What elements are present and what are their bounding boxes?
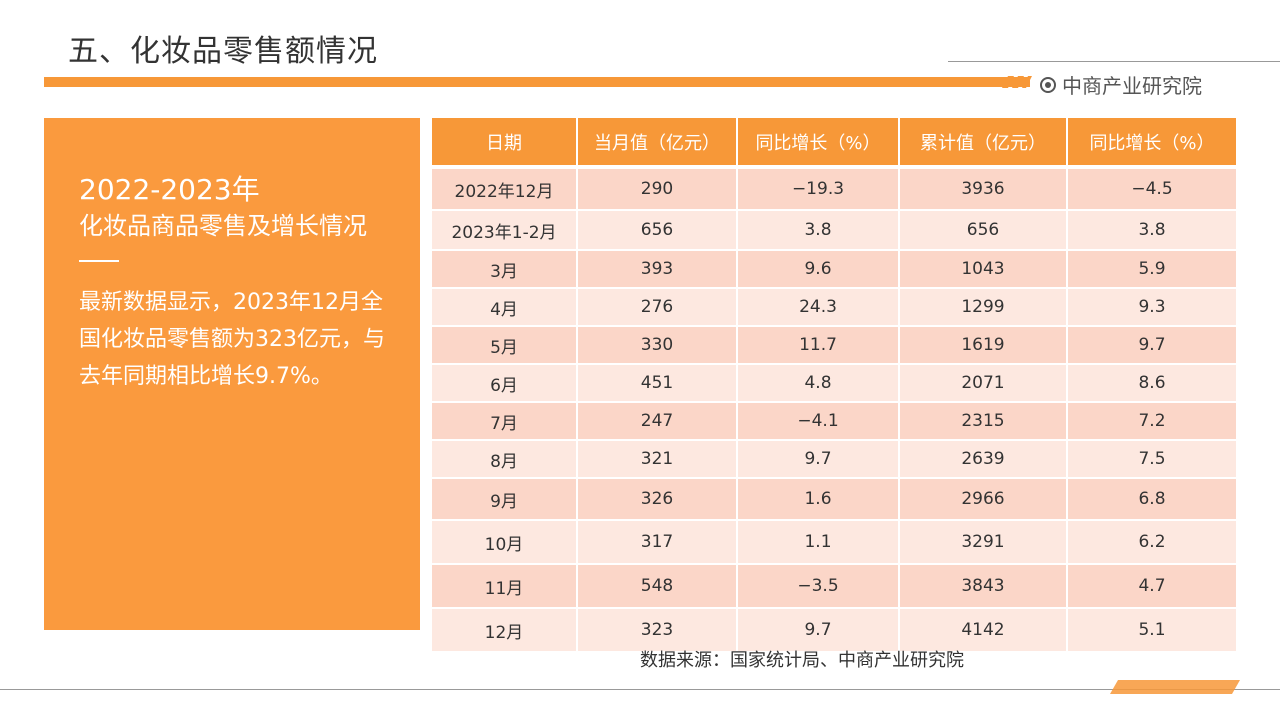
table-row: 7月 247 −4.1 2315 7.2	[432, 401, 1236, 439]
table-cell: 9.3	[1068, 287, 1236, 325]
table-row: 6月 451 4.8 2071 8.6	[432, 363, 1236, 401]
table-cell: 5.9	[1068, 249, 1236, 287]
table-row: 2022年12月 290 −19.3 3936 −4.5	[432, 165, 1236, 209]
page-title: 五、化妆品零售额情况	[68, 34, 378, 69]
table-cell: 4.7	[1068, 563, 1236, 607]
table-cell: 6.8	[1068, 477, 1236, 519]
table-cell: 1.1	[738, 519, 900, 563]
brand-logo: 中商产业研究院	[1040, 70, 1202, 99]
table-cell: 9月	[432, 477, 578, 519]
table-cell: 24.3	[738, 287, 900, 325]
summary-subtitle: 化妆品商品零售及增长情况	[79, 212, 367, 240]
table-cell: 1299	[900, 287, 1068, 325]
table-cell: 3.8	[738, 209, 900, 249]
footer-line	[0, 689, 1280, 690]
table-cell: 11月	[432, 563, 578, 607]
header-thin-line	[948, 61, 1280, 62]
table-cell: 3.8	[1068, 209, 1236, 249]
table-cell: 7.5	[1068, 439, 1236, 477]
table-cell: 393	[578, 249, 738, 287]
table-cell: 9.7	[1068, 325, 1236, 363]
table-cell: 1043	[900, 249, 1068, 287]
table-cell: 7月	[432, 401, 578, 439]
table-cell: 9.7	[738, 439, 900, 477]
table-cell: 2315	[900, 401, 1068, 439]
table-row: 8月 321 9.7 2639 7.5	[432, 439, 1236, 477]
table-cell: 326	[578, 477, 738, 519]
summary-body: 最新数据显示，2023年12月全国化妆品零售额为323亿元，与去年同期相比增长9…	[79, 290, 385, 389]
table-cell: 7.2	[1068, 401, 1236, 439]
table-cell: 2639	[900, 439, 1068, 477]
footer-stripes-decoration	[1110, 680, 1240, 694]
title-underline-bar	[44, 77, 1030, 87]
table-row: 2023年1-2月 656 3.8 656 3.8	[432, 209, 1236, 249]
table-cell: 3291	[900, 519, 1068, 563]
table-cell: 656	[578, 209, 738, 249]
table-cell: 323	[578, 607, 738, 651]
brand-circle-icon	[1040, 76, 1056, 93]
stripes-decoration	[1002, 76, 1032, 88]
table-cell: 3843	[900, 563, 1068, 607]
table-cell: 276	[578, 287, 738, 325]
table-cell: 5.1	[1068, 607, 1236, 651]
summary-year-range: 2022-2023年	[79, 173, 260, 206]
retail-table-container: 日期 当月值（亿元） 同比增长（%） 累计值（亿元） 同比增长（%） 2022年…	[432, 118, 1236, 651]
table-cell: 6.2	[1068, 519, 1236, 563]
table-cell: 4.8	[738, 363, 900, 401]
table-row: 3月 393 9.6 1043 5.9	[432, 249, 1236, 287]
table-cell: 247	[578, 401, 738, 439]
table-cell: −3.5	[738, 563, 900, 607]
table-cell: 451	[578, 363, 738, 401]
table-cell: 8月	[432, 439, 578, 477]
table-cell: 330	[578, 325, 738, 363]
table-cell: 2071	[900, 363, 1068, 401]
table-cell: 9.6	[738, 249, 900, 287]
table-cell: 6月	[432, 363, 578, 401]
table-cell: 2022年12月	[432, 165, 578, 209]
table-cell: 2023年1-2月	[432, 209, 578, 249]
table-cell: 321	[578, 439, 738, 477]
table-cell: 3月	[432, 249, 578, 287]
table-cell: 11.7	[738, 325, 900, 363]
table-cell: 5月	[432, 325, 578, 363]
table-cell: 1.6	[738, 477, 900, 519]
table-cell: 290	[578, 165, 738, 209]
table-cell: 656	[900, 209, 1068, 249]
table-row: 9月 326 1.6 2966 6.8	[432, 477, 1236, 519]
table-row: 10月 317 1.1 3291 6.2	[432, 519, 1236, 563]
column-header: 日期	[432, 118, 578, 165]
data-source-note: 数据来源：国家统计局、中商产业研究院	[640, 650, 964, 671]
summary-panel: 2022-2023年 化妆品商品零售及增长情况 最新数据显示，2023年12月全…	[44, 118, 420, 630]
table-cell: 548	[578, 563, 738, 607]
table-cell: −4.5	[1068, 165, 1236, 209]
table-cell: 2966	[900, 477, 1068, 519]
column-header: 累计值（亿元）	[900, 118, 1068, 165]
table-row: 4月 276 24.3 1299 9.3	[432, 287, 1236, 325]
table-cell: 3936	[900, 165, 1068, 209]
table-cell: 12月	[432, 607, 578, 651]
column-header: 同比增长（%）	[1068, 118, 1236, 165]
table-cell: 1619	[900, 325, 1068, 363]
table-cell: 10月	[432, 519, 578, 563]
table-cell: 4142	[900, 607, 1068, 651]
retail-table: 日期 当月值（亿元） 同比增长（%） 累计值（亿元） 同比增长（%） 2022年…	[432, 118, 1236, 651]
table-row: 5月 330 11.7 1619 9.7	[432, 325, 1236, 363]
table-row: 12月 323 9.7 4142 5.1	[432, 607, 1236, 651]
table-cell: −4.1	[738, 401, 900, 439]
table-cell: −19.3	[738, 165, 900, 209]
table-cell: 9.7	[738, 607, 900, 651]
table-row: 11月 548 −3.5 3843 4.7	[432, 563, 1236, 607]
table-cell: 4月	[432, 287, 578, 325]
table-cell: 317	[578, 519, 738, 563]
table-header-row: 日期 当月值（亿元） 同比增长（%） 累计值（亿元） 同比增长（%）	[432, 118, 1236, 165]
table-cell: 8.6	[1068, 363, 1236, 401]
column-header: 同比增长（%）	[738, 118, 900, 165]
column-header: 当月值（亿元）	[578, 118, 738, 165]
brand-name: 中商产业研究院	[1062, 74, 1202, 98]
summary-divider	[79, 260, 119, 262]
